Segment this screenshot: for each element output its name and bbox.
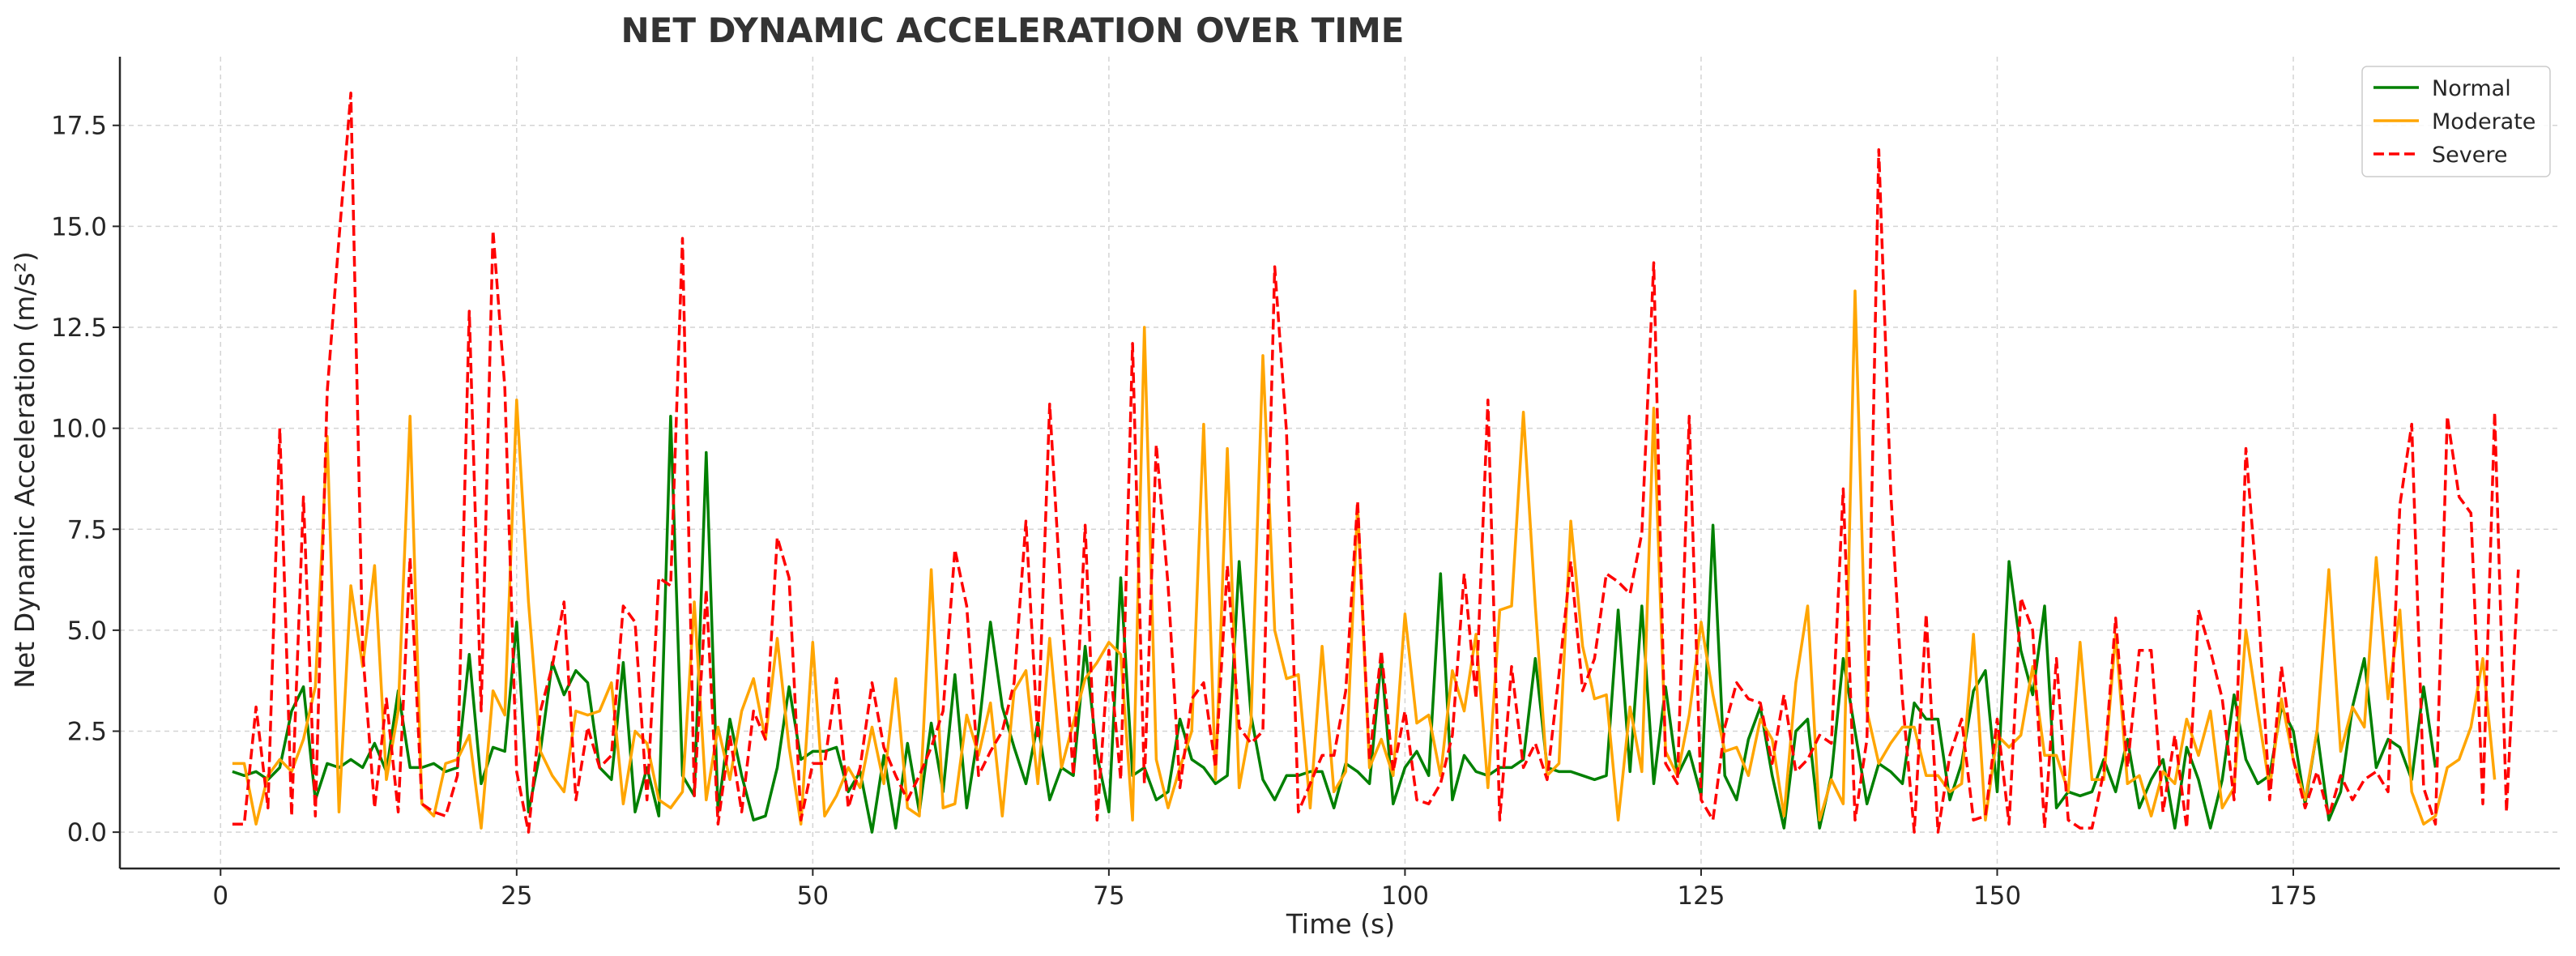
y-tick-label: 12.5 — [51, 314, 107, 343]
y-tick-label: 0.0 — [67, 818, 107, 847]
legend: Normal Moderate Severe — [2361, 66, 2551, 177]
y-tick-label: 7.5 — [67, 515, 107, 544]
legend-label-moderate: Moderate — [2432, 109, 2535, 134]
series-line-severe — [232, 92, 2520, 834]
y-tick-label: 17.5 — [51, 112, 107, 141]
ticks: 0 25 50 75 100 125 150 175 0.0 2.5 5.0 7.5 10.0 12.5 1… — [51, 112, 2318, 911]
series-layer — [232, 92, 2520, 834]
chart-title: NET DYNAMIC ACCELERATION OVER TIME — [621, 11, 1405, 50]
legend-label-normal: Normal — [2432, 76, 2511, 101]
y-tick-label: 2.5 — [67, 718, 107, 747]
legend-label-severe: Severe — [2432, 143, 2507, 168]
x-tick-label: 25 — [501, 881, 532, 911]
y-tick-label: 15.0 — [51, 212, 107, 241]
grid — [120, 57, 2560, 869]
x-tick-label: 175 — [2269, 881, 2317, 911]
x-axis-label: Time (s) — [1286, 908, 1395, 940]
x-tick-label: 125 — [1677, 881, 1725, 911]
x-tick-label: 50 — [797, 881, 829, 911]
x-tick-label: 150 — [1973, 881, 2021, 911]
x-tick-label: 100 — [1381, 881, 1429, 911]
x-tick-label: 75 — [1093, 881, 1124, 911]
y-tick-label: 10.0 — [51, 415, 107, 444]
legend-frame — [2361, 66, 2551, 177]
x-tick-label: 0 — [212, 881, 228, 911]
y-axis-label: Net Dynamic Acceleration (m/s²) — [9, 251, 41, 688]
y-tick-label: 5.0 — [67, 617, 107, 646]
axes — [118, 57, 2560, 870]
